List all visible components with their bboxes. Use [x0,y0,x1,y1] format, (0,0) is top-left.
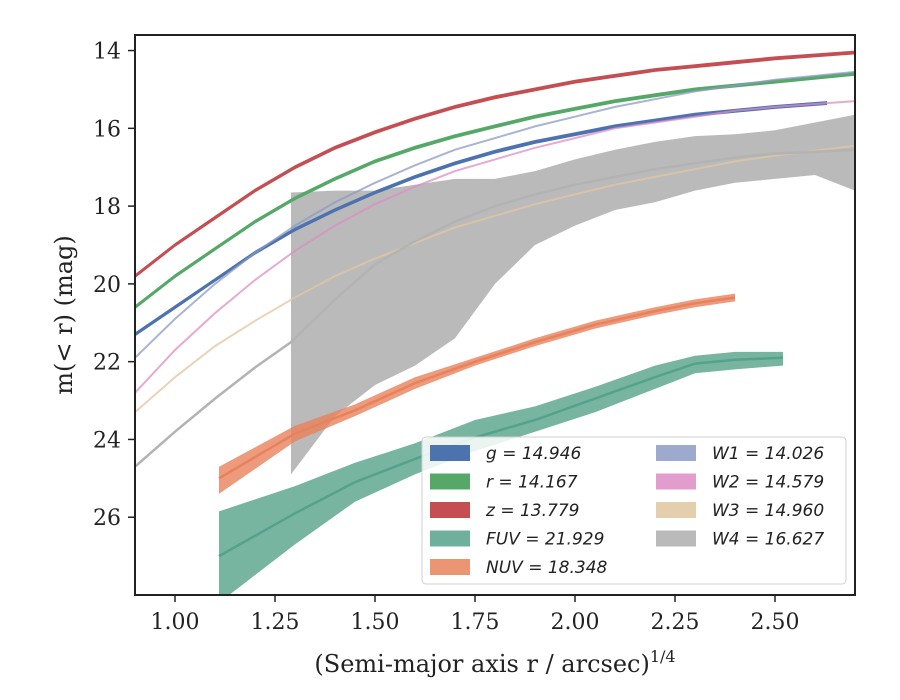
y-tick-label: 24 [93,428,121,453]
x-tick-label: 1.00 [151,610,200,635]
x-axis-label: (Semi-major axis r / arcsec)1/4 [314,647,675,678]
legend-swatch [656,530,696,547]
legend: g = 14.946 r = 14.167 z = 13.779 FUV = 21.9… [421,436,847,585]
y-tick-label: 18 [93,195,121,220]
x-tick-label: 1.25 [251,610,300,635]
legend-label: NUV = 18.348 [486,558,608,578]
y-tick-label: 20 [93,273,121,298]
y-axis-ticks: 14 16 18 20 22 24 26 [93,40,135,531]
band-8 [291,114,855,475]
x-axis-label-power: 1/4 [650,647,676,666]
line-3 [218,356,784,558]
legend-label: FUV = 21.929 [486,530,604,550]
legend-swatch [430,473,470,490]
x-tick-label: 1.75 [451,610,500,635]
line-8 [135,148,855,468]
line-7 [135,144,855,413]
y-axis-label: m(< r) (mag) [50,235,78,394]
legend-swatch [656,473,696,490]
legend-label: W1 = 14.026 [712,444,824,464]
legend-swatch [656,445,696,461]
line-1 [135,72,855,309]
series-lines [135,51,855,558]
x-tick-label: 2.00 [551,610,600,635]
legend-swatch [430,502,470,518]
x-axis-label-text: (Semi-major axis r / arcsec) [314,650,649,678]
y-tick-label: 26 [93,506,121,531]
x-axis-ticks: 1.00 1.25 1.50 1.75 2.00 2.25 2.50 [151,595,800,635]
legend-label: r = 14.167 [486,473,578,493]
legend-label: g = 14.946 [486,444,582,464]
line-4 [218,296,736,480]
legend-box [421,436,847,585]
legend-label: z = 13.779 [485,501,579,521]
x-tick-label: 2.50 [751,610,800,635]
line-5 [135,70,855,359]
legend-label: W3 = 14.960 [712,501,824,521]
legend-swatch [430,559,470,575]
legend-label: W4 = 16.627 [712,530,824,550]
line-6 [135,100,855,394]
legend-swatch [430,445,470,461]
legend-label: W2 = 14.579 [712,473,824,493]
x-tick-label: 2.25 [651,610,700,635]
line-2 [135,51,855,278]
x-tick-label: 1.50 [351,610,400,635]
y-tick-label: 14 [93,40,121,65]
band-3 [219,351,783,595]
plot-frame [134,34,856,596]
legend-swatch [656,502,696,518]
y-tick-label: 22 [93,351,121,376]
y-tick-label: 16 [93,117,121,142]
legend-swatch [430,530,470,547]
